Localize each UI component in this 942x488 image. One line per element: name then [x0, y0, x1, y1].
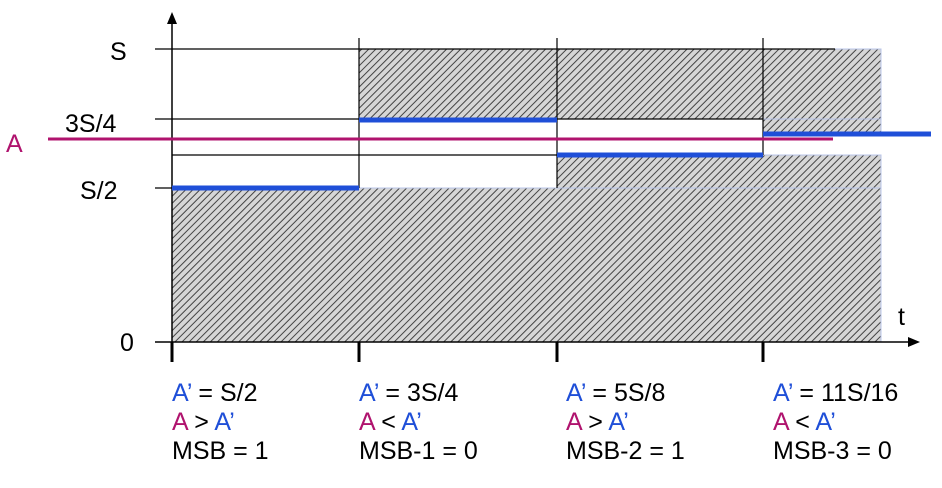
estimate-levels: [172, 117, 931, 191]
step-caption-1: A’ = S/2 A > A’ MSB = 1: [172, 379, 269, 466]
excluded-regions: [171, 48, 882, 343]
compare-b: A’: [608, 408, 629, 436]
compare-a: A: [566, 408, 582, 436]
compare-a: A: [359, 408, 375, 436]
estimate-line: A’ = 11S/16: [773, 379, 898, 408]
result-line: MSB = 1: [172, 437, 269, 465]
compare-b: A’: [815, 408, 836, 436]
compare-a: A: [773, 408, 789, 436]
excluded-region-upper: [358, 48, 882, 120]
estimate-line: A’ = 3S/4: [359, 379, 478, 408]
step-caption-2: A’ = 3S/4 A < A’ MSB-1 = 0: [359, 379, 478, 466]
result-line: MSB-1 = 0: [359, 437, 478, 465]
step-caption-4: A’ = 11S/16 A < A’ MSB-3 = 0: [773, 379, 898, 466]
compare-op: <: [788, 408, 816, 436]
compare-op: <: [374, 408, 402, 436]
estimate-var: A’: [566, 379, 586, 407]
estimate-value: = S/2: [191, 379, 258, 407]
estimate-var: A’: [359, 379, 379, 407]
estimate-value: = 5S/8: [585, 379, 666, 407]
compare-a: A: [172, 408, 188, 436]
label-3s4: 3S/4: [65, 110, 117, 138]
compare-op: >: [187, 408, 215, 436]
excluded-region-step3-lower: [556, 154, 882, 189]
estimate-value: = 3S/4: [378, 379, 459, 407]
estimate-value: = 11S/16: [792, 379, 899, 407]
compare-line: A > A’: [566, 408, 685, 437]
compare-op: >: [581, 408, 609, 436]
label-s: S: [110, 38, 127, 66]
compare-b: A’: [401, 408, 422, 436]
excluded-region-lower: [171, 187, 882, 343]
compare-line: A < A’: [773, 408, 898, 437]
y-axis-arrow: [167, 12, 177, 24]
label-input-a: A: [6, 130, 23, 158]
result-line: MSB-2 = 1: [566, 437, 685, 465]
label-s2: S/2: [80, 177, 118, 205]
step-caption-3: A’ = 5S/8 A > A’ MSB-2 = 1: [566, 379, 685, 466]
compare-line: A < A’: [359, 408, 478, 437]
compare-line: A > A’: [172, 408, 269, 437]
compare-b: A’: [214, 408, 235, 436]
result-line: MSB-3 = 0: [773, 437, 892, 465]
estimate-var: A’: [773, 379, 793, 407]
estimate-line: A’ = S/2: [172, 379, 269, 408]
x-axis-arrow: [908, 337, 920, 347]
label-zero: 0: [120, 329, 134, 357]
estimate-line: A’ = 5S/8: [566, 379, 685, 408]
estimate-var: A’: [172, 379, 192, 407]
label-time: t: [898, 303, 905, 331]
